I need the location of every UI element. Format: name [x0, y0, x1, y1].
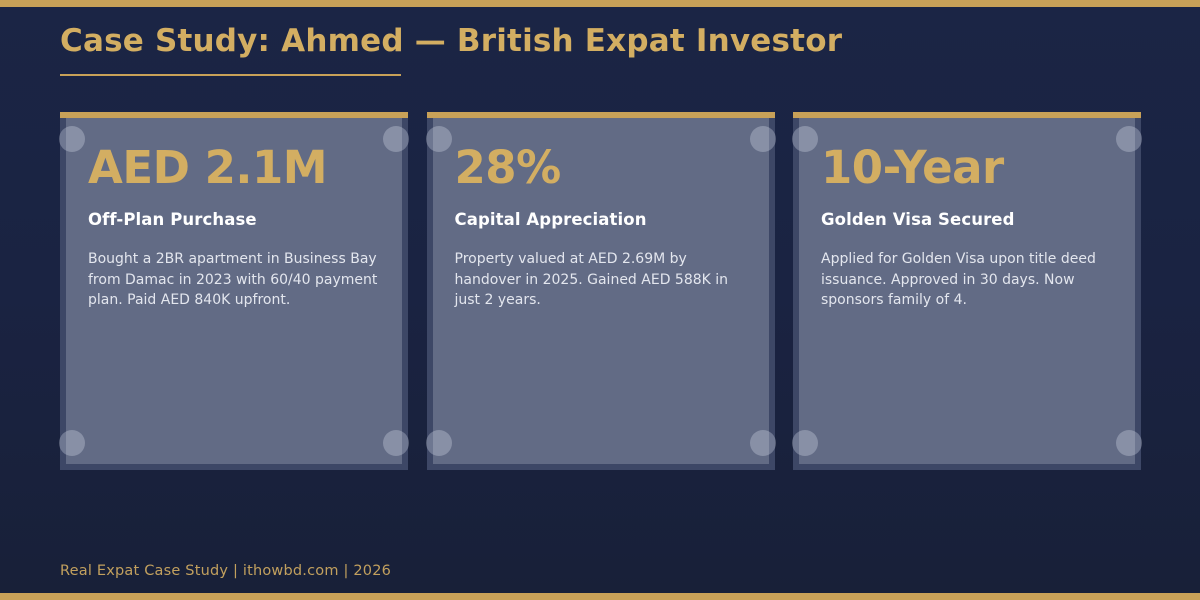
corner-dot-icon [1116, 126, 1142, 152]
page-title: Case Study: Ahmed — British Expat Invest… [60, 23, 843, 59]
stat-description: Bought a 2BR apartment in Business Bay f… [88, 251, 378, 309]
stat-label: Capital Appreciation [454, 209, 647, 229]
corner-dot-icon [749, 126, 776, 152]
stat-label: Golden Visa Secured [821, 209, 1015, 229]
bottom-accent-bar [0, 593, 1200, 600]
corner-dot-icon [59, 126, 85, 152]
stat-value: 10-Year [821, 141, 1004, 194]
corner-dot-icon [792, 430, 818, 456]
stat-label: Off-Plan Purchase [88, 209, 257, 229]
corner-dot-icon [749, 430, 776, 456]
slide-header: Case Study: Ahmed — British Expat Invest… [60, 22, 1160, 76]
stat-card[interactable]: AED 2.1M Off-Plan Purchase Bought a 2BR … [59, 112, 409, 470]
title-underline [60, 73, 401, 76]
stat-card-row: AED 2.1M Off-Plan Purchase Bought a 2BR … [59, 112, 1142, 470]
stat-card[interactable]: 10-Year Golden Visa Secured Applied for … [792, 112, 1142, 470]
stat-value: 28% [454, 141, 562, 194]
corner-dot-icon [383, 430, 409, 456]
stat-description: Applied for Golden Visa upon title deed … [821, 251, 1096, 309]
stat-card[interactable]: 28% Capital Appreciation Property valued… [425, 112, 776, 470]
top-accent-bar [0, 0, 1200, 7]
stat-description: Property valued at AED 2.69M by handover… [454, 251, 729, 309]
corner-dot-icon [1116, 430, 1142, 456]
slide-footer: Real Expat Case Study | ithowbd.com | 20… [60, 563, 392, 579]
corner-dot-icon [425, 126, 452, 152]
corner-dot-icon [792, 126, 818, 152]
corner-dot-icon [425, 430, 452, 456]
corner-dot-icon [383, 126, 409, 152]
corner-dot-icon [59, 430, 85, 456]
stat-value: AED 2.1M [88, 141, 328, 194]
